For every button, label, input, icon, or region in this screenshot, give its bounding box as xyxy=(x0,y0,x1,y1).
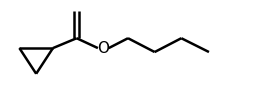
Text: O: O xyxy=(97,41,109,56)
